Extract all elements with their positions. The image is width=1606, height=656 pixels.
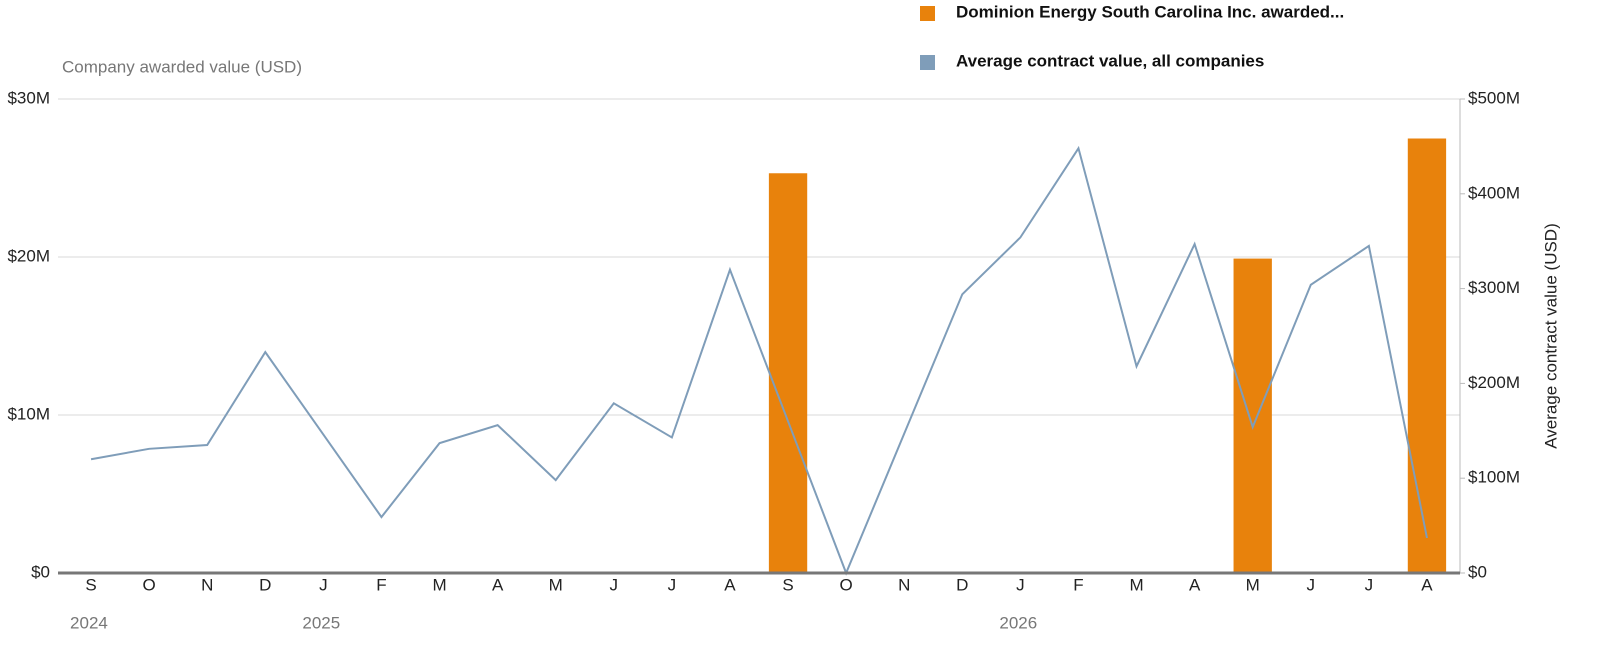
- y-tick-label: $20M: [7, 246, 50, 265]
- x-tick-label: M: [432, 575, 446, 594]
- x-tick-label: F: [1073, 575, 1083, 594]
- year-label: 2025: [302, 613, 340, 632]
- x-tick-label: F: [376, 575, 386, 594]
- x-tick-label: J: [1307, 575, 1316, 594]
- x-tick-label: M: [549, 575, 563, 594]
- legend-label: Average contract value, all companies: [956, 51, 1264, 70]
- x-tick-label: J: [668, 575, 677, 594]
- x-tick-label: N: [201, 575, 213, 594]
- x-tick-label: A: [724, 575, 736, 594]
- x-tick-label: A: [1421, 575, 1433, 594]
- bar: [1407, 138, 1447, 573]
- x-tick-label: N: [898, 575, 910, 594]
- x-tick-label: J: [1365, 575, 1374, 594]
- x-tick-label: D: [259, 575, 271, 594]
- x-tick-label: M: [1246, 575, 1260, 594]
- legend-swatch: [920, 55, 935, 70]
- y2-tick-label: $200M: [1468, 373, 1520, 392]
- x-tick-label: J: [610, 575, 619, 594]
- x-tick-label: O: [840, 575, 853, 594]
- x-tick-label: A: [1189, 575, 1201, 594]
- year-label: 2024: [70, 613, 108, 632]
- y-tick-label: $0: [31, 562, 50, 581]
- y-tick-label: $30M: [7, 88, 50, 107]
- x-tick-label: D: [956, 575, 968, 594]
- x-tick-label: A: [492, 575, 504, 594]
- x-tick-label: J: [1016, 575, 1025, 594]
- x-tick-label: S: [85, 575, 96, 594]
- y2-tick-label: $400M: [1468, 183, 1520, 202]
- y2-tick-label: $500M: [1468, 88, 1520, 107]
- x-tick-label: S: [782, 575, 793, 594]
- bar: [1233, 258, 1272, 573]
- x-tick-label: J: [319, 575, 328, 594]
- y2-tick-label: $0: [1468, 562, 1487, 581]
- legend-swatch: [920, 6, 935, 21]
- year-label: 2026: [999, 613, 1037, 632]
- y2-axis-title: Average contract value (USD): [1541, 223, 1560, 449]
- y-axis-title: Company awarded value (USD): [62, 57, 302, 76]
- x-tick-label: M: [1129, 575, 1143, 594]
- y-tick-label: $10M: [7, 404, 50, 423]
- y2-tick-label: $300M: [1468, 278, 1520, 297]
- x-tick-label: O: [143, 575, 156, 594]
- bar: [768, 173, 808, 573]
- line: [90, 145, 1428, 576]
- legend-label: Dominion Energy South Carolina Inc. awar…: [956, 2, 1344, 21]
- y2-tick-label: $100M: [1468, 468, 1520, 487]
